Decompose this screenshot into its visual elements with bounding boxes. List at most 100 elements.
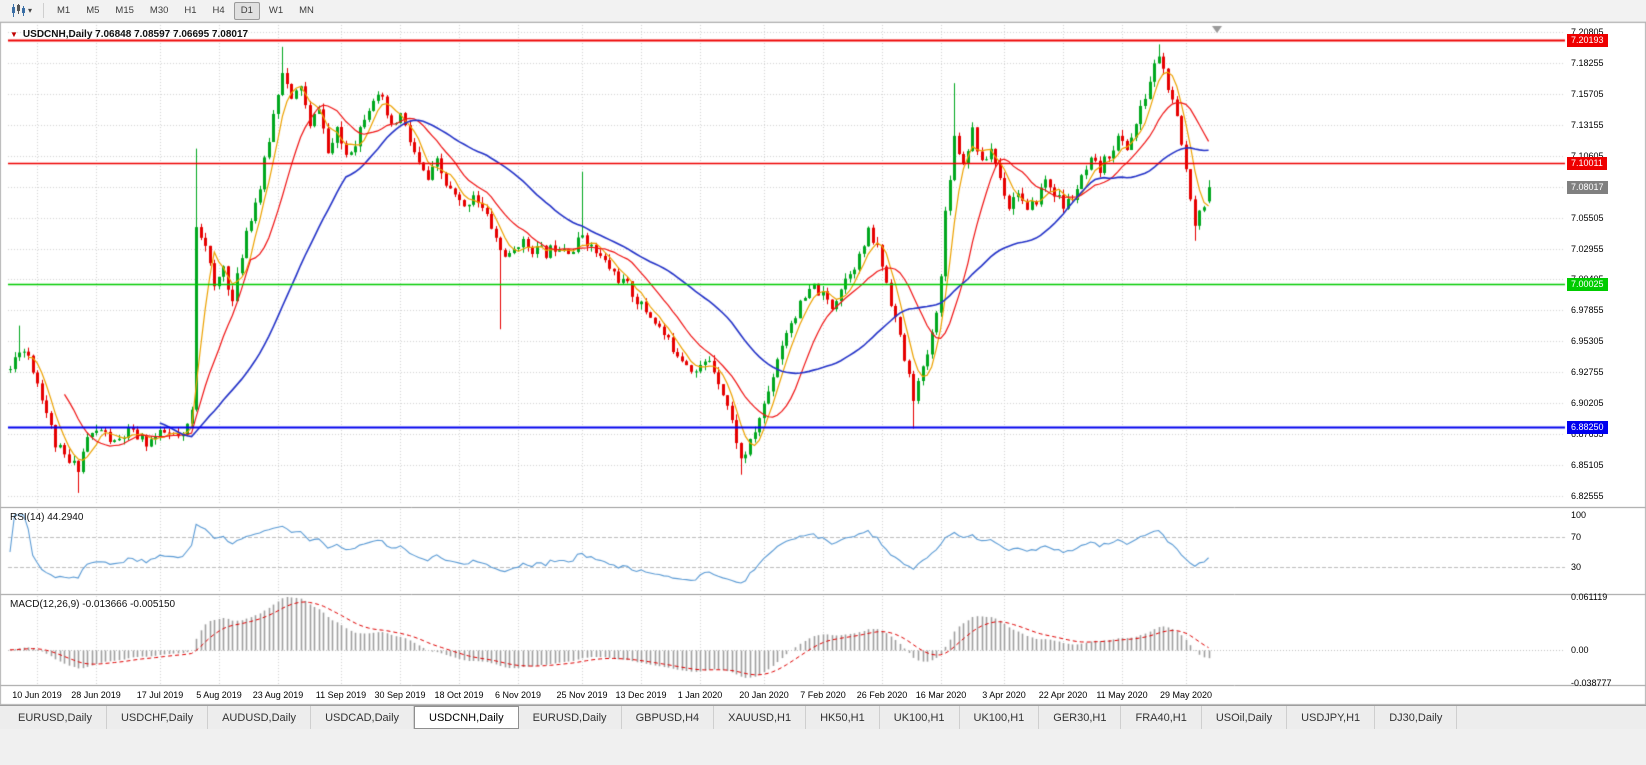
tab-label: UK100,H1 [893, 711, 945, 724]
date-axis-label: 1 Jan 2020 [677, 690, 723, 700]
price-axis-label: 7.13155 [1571, 120, 1604, 130]
date-axis-label: 16 Mar 2020 [915, 690, 967, 700]
tab-label: EURUSD,Daily [532, 711, 607, 724]
tab-label: USDCNH,Daily [429, 711, 504, 724]
timeframe-toolbar: ▾ M1 M5 M15 M30 H1 H4 D1 W1 MN [0, 0, 1646, 22]
tab-label: DJ30,Daily [1389, 711, 1443, 724]
rsi-indicator-label: RSI(14) 44.2940 [10, 512, 84, 523]
tab-label: EURUSD,Daily [18, 711, 92, 724]
rsi-axis-label: 100 [1571, 510, 1587, 520]
macd-axis-label: -0.038777 [1571, 678, 1612, 688]
symbol-dropdown-icon[interactable]: ▼ [10, 29, 18, 39]
tab-dj30-daily-15[interactable]: DJ30,Daily [1375, 706, 1458, 729]
price-axis-label: 6.95305 [1571, 336, 1604, 346]
timeframe-button-m30[interactable]: M30 [143, 2, 175, 20]
candlestick-chart-icon [12, 4, 25, 17]
chart-type-button[interactable]: ▾ [6, 2, 37, 19]
chevron-down-icon: ▾ [28, 5, 33, 15]
macd-axis-label: 0.00 [1571, 645, 1589, 655]
tab-usdcnh-daily-4[interactable]: USDCNH,Daily [414, 706, 519, 729]
price-axis-label: 6.97855 [1571, 305, 1604, 315]
date-axis-label: 17 Jul 2019 [136, 690, 184, 700]
tab-label: AUDUSD,Daily [222, 711, 297, 724]
macd-indicator-label: MACD(12,26,9) -0.013666 -0.005150 [10, 599, 176, 610]
date-axis-label: 11 May 2020 [1096, 690, 1148, 700]
date-axis-label: 5 Aug 2019 [196, 690, 242, 700]
date-axis-label: 20 Jan 2020 [739, 690, 789, 700]
date-axis-label: 29 May 2020 [1159, 690, 1213, 700]
price-axis-label: 7.18255 [1571, 58, 1604, 68]
tab-label: FRA40,H1 [1135, 711, 1187, 724]
tab-usdchf-daily-1[interactable]: USDCHF,Daily [107, 706, 209, 729]
macd-axis-label: 0.061119 [1571, 592, 1608, 602]
price-axis-label: 7.02955 [1571, 244, 1604, 254]
tab-xauusd-h1-7[interactable]: XAUUSD,H1 [714, 706, 807, 729]
tab-audusd-daily-2[interactable]: AUDUSD,Daily [208, 706, 312, 729]
tab-label: USDCAD,Daily [325, 711, 400, 724]
current-price-badge: 7.08017 [1567, 181, 1608, 194]
price-axis-label: 6.90205 [1571, 398, 1604, 408]
price-level-badge: 7.20193 [1567, 34, 1608, 47]
tab-label: USOil,Daily [1215, 711, 1273, 724]
timeframe-button-d1[interactable]: D1 [233, 1, 260, 20]
price-axis-label: 7.10605 [1571, 151, 1604, 161]
rsi-axis-label: 70 [1571, 532, 1582, 542]
timeframe-buttons: M1 M5 M15 M30 H1 H4 D1 W1 MN [50, 1, 321, 20]
tab-eurusd-daily-0[interactable]: EURUSD,Daily [4, 706, 107, 729]
timeframe-button-m15[interactable]: M15 [108, 2, 140, 20]
price-axis-label: 6.82555 [1571, 491, 1604, 501]
date-axis-label: 30 Sep 2019 [374, 690, 426, 700]
tab-label: USDJPY,H1 [1301, 711, 1361, 724]
chart-tab-bar: EURUSD,Daily USDCHF,Daily AUDUSD,Daily USDC… [0, 705, 1646, 729]
date-axis-label: 11 Sep 2019 [315, 690, 367, 700]
price-level-badge: 7.10011 [1567, 157, 1607, 170]
status-area [0, 729, 1646, 765]
tab-uk100-h1-10[interactable]: UK100,H1 [960, 706, 1040, 729]
tab-label: HK50,H1 [820, 711, 865, 724]
tab-usoil-daily-13[interactable]: USOil,Daily [1202, 706, 1288, 729]
timeframe-button-mn[interactable]: MN [292, 2, 321, 20]
price-axis-label: 7.15705 [1571, 89, 1604, 99]
tab-label: XAUUSD,H1 [728, 711, 792, 724]
price-axis-label: 7.05505 [1571, 213, 1604, 223]
date-axis-label: 10 Jun 2019 [12, 690, 62, 700]
date-axis-label: 26 Feb 2020 [856, 690, 908, 700]
tab-usdjpy-h1-14[interactable]: USDJPY,H1 [1287, 706, 1376, 729]
tab-fra40-h1-12[interactable]: FRA40,H1 [1121, 706, 1202, 729]
date-axis-label: 7 Feb 2020 [800, 690, 846, 700]
timeframe-button-m1[interactable]: M1 [50, 2, 77, 20]
toolbar-separator [43, 3, 45, 18]
tab-label: USDCHF,Daily [120, 711, 194, 724]
tab-gbpusd-h4-6[interactable]: GBPUSD,H4 [622, 706, 715, 729]
price-level-badge: 7.00025 [1567, 278, 1608, 291]
price-axis[interactable]: 7.20805 7.18255 7.15705 7.13155 7.10605 7.080… [1567, 22, 1646, 705]
timeframe-button-w1[interactable]: W1 [262, 2, 290, 20]
price-axis-label: 6.87655 [1571, 429, 1604, 439]
date-axis-label: 28 Jun 2019 [71, 690, 121, 700]
timeframe-button-m5[interactable]: M5 [79, 2, 106, 20]
date-axis-label: 22 Apr 2020 [1038, 690, 1088, 700]
price-axis-label: 6.85105 [1571, 460, 1604, 470]
tab-label: UK100,H1 [973, 711, 1025, 724]
date-axis-label: 23 Aug 2019 [252, 690, 304, 700]
price-level-badge: 6.88250 [1567, 421, 1608, 434]
price-chart-canvas[interactable] [0, 22, 1646, 705]
date-axis[interactable]: 10 Jun 2019 28 Jun 2019 17 Jul 2019 5 Aug 2… [0, 684, 1566, 705]
rsi-axis-label: 30 [1571, 562, 1582, 572]
tab-eurusd-daily-5[interactable]: EURUSD,Daily [519, 706, 622, 729]
chart-window: ▼ USDCNH,Daily 7.06848 7.08597 7.06695 7… [0, 22, 1646, 705]
date-axis-label: 13 Dec 2019 [615, 690, 667, 700]
tab-uk100-h1-9[interactable]: UK100,H1 [880, 706, 960, 729]
price-axis-label: 6.92755 [1571, 367, 1604, 377]
tab-usdcad-daily-3[interactable]: USDCAD,Daily [311, 706, 415, 729]
date-axis-label: 25 Nov 2019 [556, 690, 608, 700]
date-axis-label: 3 Apr 2020 [982, 690, 1026, 700]
tab-ger30-h1-11[interactable]: GER30,H1 [1039, 706, 1122, 729]
tab-hk50-h1-8[interactable]: HK50,H1 [806, 706, 880, 729]
price-axis-label: 7.20805 [1571, 27, 1604, 37]
timeframe-button-h4[interactable]: H4 [206, 2, 232, 20]
tab-label: GER30,H1 [1053, 711, 1107, 724]
tab-label: GBPUSD,H4 [635, 711, 700, 724]
timeframe-button-h1[interactable]: H1 [177, 2, 203, 20]
